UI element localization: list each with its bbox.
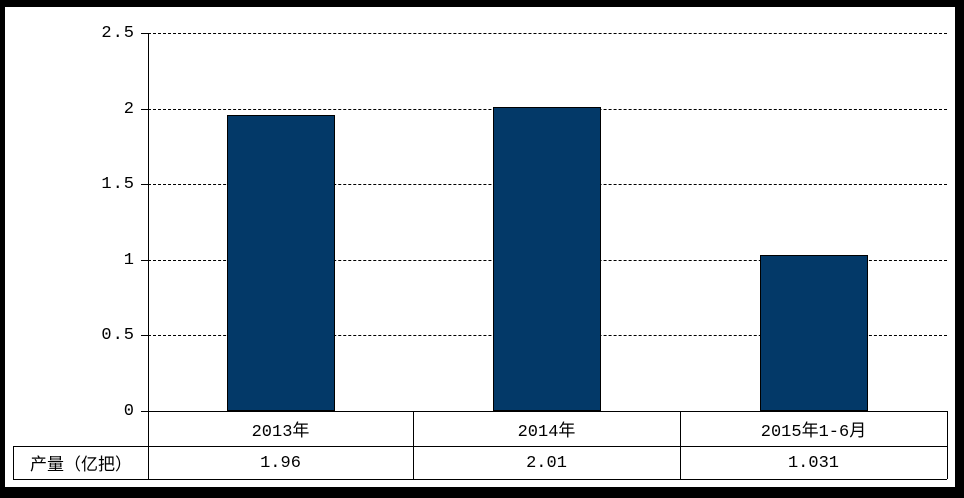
table-value-cell: 1.031 (787, 453, 839, 473)
gridline (148, 33, 947, 34)
table-value-cell: 2.01 (526, 453, 567, 473)
table-bottom-border (13, 479, 947, 480)
x-axis-category-label: 2013年 (251, 423, 310, 442)
y-axis-tick (141, 184, 148, 185)
table-column-divider (680, 411, 681, 479)
table-row-divider (13, 446, 947, 447)
bar (760, 255, 868, 411)
y-axis-tick (141, 411, 148, 412)
table-series-label: 产量（亿把） (30, 457, 132, 476)
y-axis-line (148, 33, 149, 479)
y-axis-label: 2.5 (101, 24, 135, 43)
x-axis-baseline (148, 411, 947, 412)
y-axis-label: 0 (123, 402, 135, 421)
table-right-border (947, 411, 948, 479)
y-axis-label: 1.5 (101, 175, 135, 194)
y-axis-label: 2 (123, 100, 135, 119)
y-axis-label: 0.5 (101, 326, 135, 345)
y-axis-tick (141, 260, 148, 261)
y-axis-tick (141, 109, 148, 110)
bar (493, 107, 601, 411)
table-value-cell: 1.96 (260, 453, 301, 473)
table-column-divider (413, 411, 414, 479)
y-axis-tick (141, 33, 148, 34)
bar (227, 115, 335, 411)
x-axis-category-label: 2014年 (517, 423, 576, 442)
table-label-left-border (13, 446, 14, 479)
x-axis-category-label: 2015年1-6月 (760, 423, 867, 442)
y-axis-tick (141, 335, 148, 336)
y-axis-label: 1 (123, 251, 135, 270)
